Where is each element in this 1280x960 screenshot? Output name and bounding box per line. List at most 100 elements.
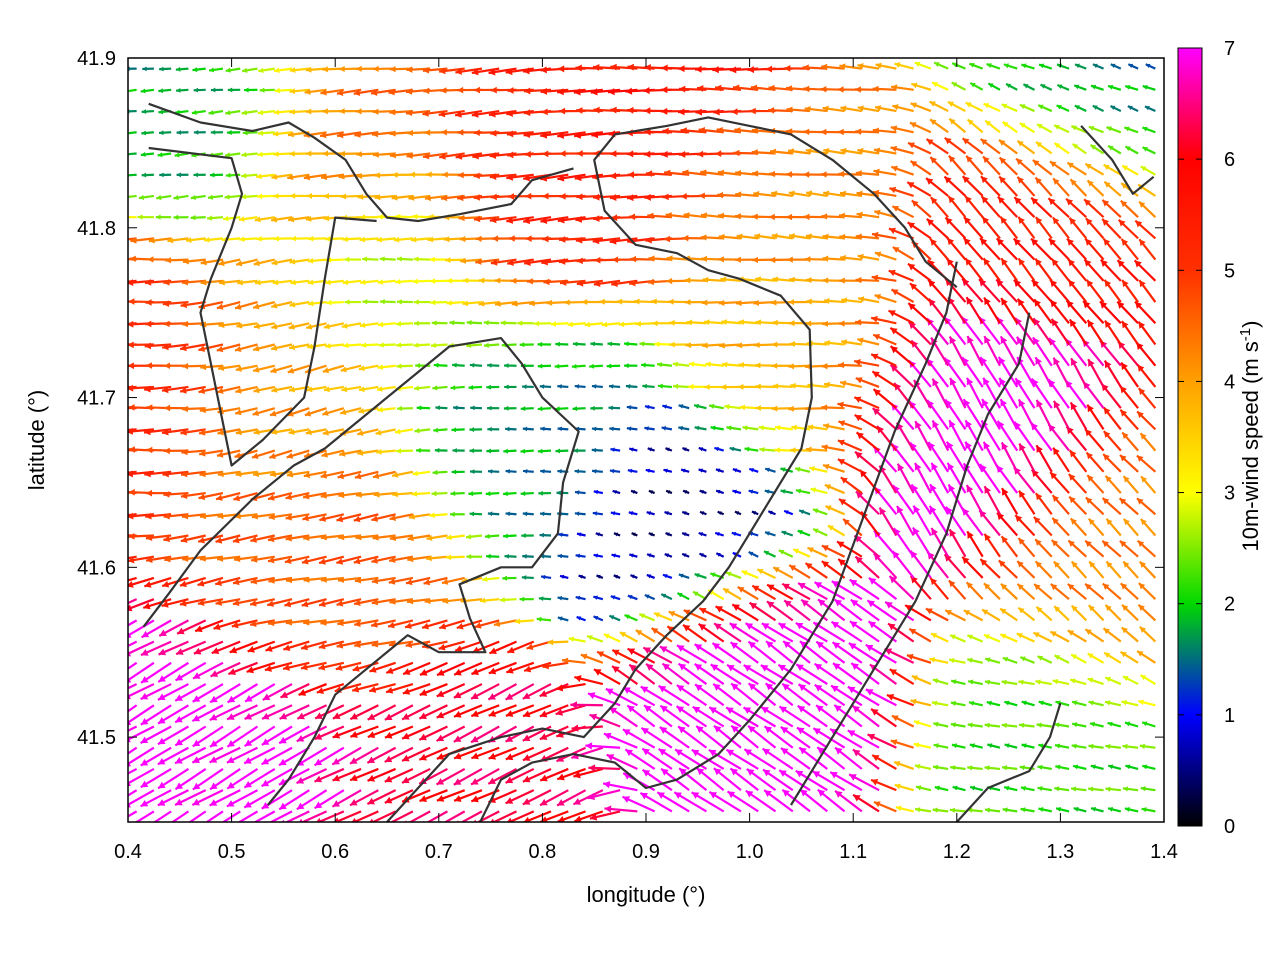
wind-vector <box>950 679 966 686</box>
wind-vector <box>798 509 811 516</box>
wind-vector <box>138 194 155 200</box>
wind-vector <box>697 623 725 643</box>
wind-vector <box>998 156 1019 176</box>
wind-vector <box>1117 218 1139 240</box>
wind-vector <box>668 610 690 622</box>
wind-vector <box>890 84 914 91</box>
wind-vector <box>1138 582 1157 600</box>
wind-vector <box>418 725 448 741</box>
wind-vector <box>1103 163 1122 176</box>
wind-vector <box>128 640 138 648</box>
wind-vector <box>778 705 811 728</box>
wind-vector <box>505 789 535 805</box>
wind-vector <box>218 322 241 329</box>
wind-vector <box>878 507 898 537</box>
wind-vector <box>698 446 707 452</box>
wind-vector <box>1066 161 1087 176</box>
wind-vector <box>1005 82 1018 91</box>
wind-vector <box>262 683 293 701</box>
wind-vector <box>944 137 967 155</box>
wind-vector <box>489 640 517 655</box>
wind-vector <box>932 764 949 771</box>
wind-vector <box>128 746 138 755</box>
wind-vector <box>794 466 811 473</box>
wind-vector <box>321 449 345 458</box>
wind-vector <box>385 661 414 674</box>
wind-vector <box>159 66 172 72</box>
wind-vector <box>648 255 672 262</box>
wind-vector <box>822 463 845 473</box>
wind-vector <box>1002 120 1018 134</box>
wind-vector <box>814 683 846 707</box>
wind-vector <box>573 448 586 454</box>
wind-vector <box>235 385 258 394</box>
wind-vector <box>1122 786 1139 792</box>
wind-vector <box>575 595 586 601</box>
wind-vector <box>405 576 431 586</box>
wind-vector <box>366 746 397 764</box>
wind-vector <box>747 682 777 707</box>
wind-vector <box>910 698 932 707</box>
wind-vector <box>163 534 189 543</box>
wind-vector <box>790 382 811 389</box>
wind-vector <box>979 558 1001 579</box>
wind-vector <box>430 342 448 349</box>
wind-vector <box>221 810 241 822</box>
wind-vector <box>162 300 189 307</box>
wind-vector <box>999 398 1019 430</box>
wind-vector <box>140 640 172 657</box>
wind-vector <box>596 650 621 664</box>
wind-vector <box>589 713 621 728</box>
wind-vector <box>965 296 984 324</box>
wind-vector <box>252 343 276 352</box>
wind-vector <box>661 662 690 685</box>
wind-vector <box>174 152 189 158</box>
wind-vector <box>1121 431 1139 452</box>
wind-vector <box>724 404 742 410</box>
wind-vector <box>209 746 241 764</box>
wind-vector <box>693 403 707 410</box>
wind-vector <box>622 686 656 707</box>
wind-vector <box>855 128 880 135</box>
wind-vector <box>316 683 345 695</box>
wind-vector <box>969 62 984 70</box>
wind-vectors <box>128 61 1157 822</box>
wind-vector <box>657 383 672 389</box>
wind-vector <box>780 725 811 749</box>
colorbar <box>1177 47 1203 827</box>
wind-vector <box>190 194 206 201</box>
wind-vector <box>890 739 914 749</box>
wind-vector <box>416 405 431 411</box>
wind-vector <box>857 63 880 70</box>
wind-vector <box>1101 497 1122 516</box>
wind-vector <box>225 109 241 116</box>
wind-vector <box>912 526 932 558</box>
wind-vector <box>340 364 362 373</box>
wind-vector <box>624 748 656 770</box>
wind-vector <box>506 216 534 224</box>
wind-vector <box>237 279 258 286</box>
wind-vector <box>466 553 482 560</box>
wind-vector <box>242 130 258 136</box>
wind-vector <box>253 385 275 394</box>
wind-vector <box>499 597 517 603</box>
wind-vector <box>821 213 845 220</box>
wind-vector <box>539 511 552 517</box>
wind-vector <box>759 446 776 453</box>
wind-vector <box>962 237 984 261</box>
wind-vector <box>1102 453 1122 473</box>
wind-vector <box>799 788 828 813</box>
wind-vector <box>514 618 534 625</box>
wind-vector <box>505 746 535 761</box>
wind-vector <box>236 322 258 329</box>
wind-vector <box>285 491 310 501</box>
wind-vector <box>777 663 811 685</box>
wind-vector <box>710 663 742 685</box>
wind-vector <box>622 728 656 749</box>
wind-vector <box>1053 605 1070 622</box>
wind-vector <box>807 546 828 558</box>
wind-vector <box>742 706 777 728</box>
wind-vector <box>436 704 466 719</box>
wind-vector <box>967 722 983 728</box>
wind-vector <box>766 600 794 622</box>
